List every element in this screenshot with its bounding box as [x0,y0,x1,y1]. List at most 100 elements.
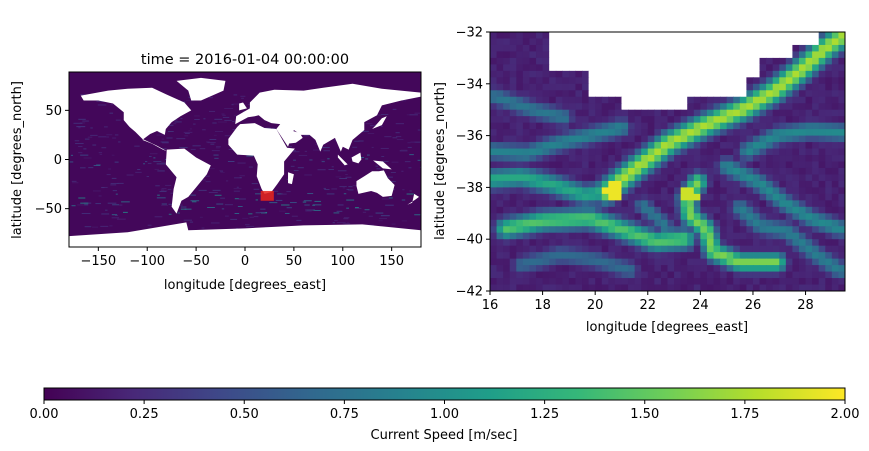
grid-cell [713,232,721,240]
grid-cell [759,193,767,201]
grid-cell [798,252,807,260]
grid-cell [674,265,682,273]
grid-cell [680,271,688,279]
grid-cell [838,44,845,53]
grid-cell [522,174,531,182]
grid-cell [680,219,688,227]
grid-cell [595,278,603,286]
grid-cell [752,122,761,130]
grid-cell [641,161,649,169]
grid-cell [555,129,563,137]
grid-cell [628,180,636,188]
grid-cell [542,142,550,150]
grid-cell [726,219,734,227]
grid-cell [536,252,544,260]
grid-cell [667,271,675,279]
grid-cell [838,90,845,98]
grid-cell [792,200,800,208]
grid-cell [766,83,774,91]
grid-cell [706,96,715,104]
grid-cell [752,109,761,117]
grid-cell [766,103,774,111]
grid-cell [562,219,570,227]
grid-cell [529,77,537,85]
grid-cell [503,167,511,176]
grid-cell [812,44,820,53]
grid-cell [621,155,629,163]
grid-cell [798,83,807,91]
grid-cell [582,167,590,176]
grid-cell [654,155,662,163]
grid-cell [798,206,807,214]
grid-cell [555,122,563,130]
grid-cell [549,284,557,291]
grid-cell [759,77,767,85]
grid-cell [752,265,761,273]
grid-cell [812,77,820,85]
grid-cell [549,193,557,201]
grid-cell [733,271,741,279]
grid-cell [772,109,780,117]
grid-cell [582,129,590,137]
grid-cell [785,226,793,234]
colorbar-gradient [43,387,846,401]
grid-cell [647,200,655,208]
grid-cell [805,271,813,279]
grid-cell [660,180,669,188]
grid-cell [746,180,754,188]
grid-cell [641,44,649,53]
grid-cell [720,180,728,188]
grid-cell [779,284,787,291]
grid-cell [792,116,800,124]
grid-cell [831,135,840,143]
grid-cell [601,155,609,163]
grid-cell [654,213,662,221]
grid-cell [634,57,642,65]
grid-cell [798,32,807,40]
grid-cell [509,200,517,208]
grid-cell [614,77,623,85]
grid-cell [588,245,596,253]
grid-cell [720,271,728,279]
grid-cell [522,258,531,266]
grid-cell [739,44,747,53]
grid-cell [562,213,570,221]
grid-cell [726,122,734,130]
grid-cell [812,219,820,227]
grid-cell [720,193,728,201]
grid-cell [522,245,531,253]
grid-cell [667,90,675,98]
grid-cell [529,187,537,195]
grid-cell [746,103,754,111]
grid-cell [818,239,826,247]
grid-cell [746,135,754,143]
grid-cell [720,129,728,137]
grid-cell [503,278,511,286]
grid-cell [562,135,570,143]
regional-map-ylabel: latitude [degrees_north] [433,82,448,240]
grid-cell [509,77,517,85]
colorbar-tick-label: 2.00 [831,407,860,422]
grid-cell [575,109,583,117]
grid-cell [568,64,577,72]
grid-cell [529,148,537,156]
grid-cell [568,109,577,117]
grid-cell [674,226,682,234]
grid-cell [667,239,675,247]
grid-cell [674,103,682,111]
grid-cell [713,213,721,221]
grid-cell [706,32,715,40]
grid-cell [536,180,544,188]
grid-cell [739,284,747,291]
grid-cell [660,116,669,124]
grid-cell [496,219,504,227]
grid-cell [522,70,531,78]
grid-cell [516,174,524,182]
grid-cell [805,116,813,124]
grid-cell [720,64,728,72]
grid-cell [503,90,511,98]
grid-cell [667,64,675,72]
grid-cell [634,284,642,291]
grid-cell [772,103,780,111]
grid-cell [798,174,807,182]
